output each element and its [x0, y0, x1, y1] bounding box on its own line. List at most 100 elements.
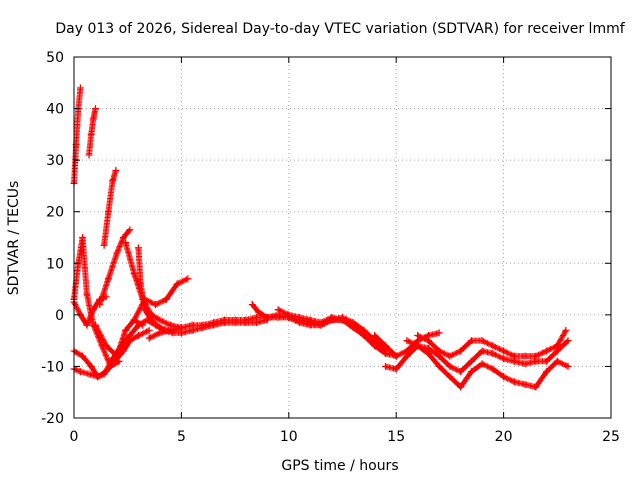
data-point: [424, 337, 432, 345]
data-point: [87, 362, 95, 370]
data-point: [184, 275, 192, 283]
series-track-h: [96, 226, 134, 309]
series-track-i: [91, 316, 147, 360]
data-point: [564, 337, 572, 345]
data-point: [139, 321, 147, 329]
data-point: [435, 347, 443, 355]
data-point: [467, 337, 475, 345]
data-point: [231, 316, 239, 324]
data-point: [317, 319, 325, 327]
data-point: [91, 105, 99, 113]
data-point: [220, 316, 228, 324]
data-point: [371, 331, 379, 339]
data-point: [446, 352, 454, 360]
data-point: [500, 373, 508, 381]
data-point: [392, 352, 400, 360]
data-point: [392, 365, 400, 373]
data-point: [152, 301, 160, 309]
data-point: [96, 301, 104, 309]
data-point: [122, 239, 130, 247]
data-point: [130, 270, 138, 278]
data-point: [521, 360, 529, 368]
data-point: [446, 362, 454, 370]
data-point: [100, 241, 108, 249]
data-point: [100, 370, 108, 378]
data-point: [177, 324, 185, 332]
data-point: [371, 342, 379, 350]
data-point: [553, 342, 561, 350]
series-track-l: [130, 275, 192, 324]
y-tick-label: -10: [41, 359, 64, 375]
data-point: [381, 362, 389, 370]
data-point: [296, 313, 304, 321]
data-point: [145, 334, 153, 342]
data-point: [457, 383, 465, 391]
series-track-d: [100, 166, 120, 249]
data-point: [510, 378, 518, 386]
data-point: [532, 352, 540, 360]
data-point: [104, 208, 112, 216]
series-track-s: [414, 326, 570, 360]
data-point: [119, 234, 127, 241]
data-point: [83, 321, 91, 329]
data-point: [543, 368, 551, 376]
data-point: [173, 280, 181, 288]
data-point: [210, 319, 218, 327]
data-point: [87, 130, 95, 138]
data-point: [328, 313, 336, 321]
y-tick-label: 10: [46, 256, 64, 272]
x-axis-label: GPS time / hours: [281, 458, 398, 474]
data-point: [403, 337, 411, 345]
data-point: [457, 368, 465, 376]
chart-title: Day 013 of 2026, Sidereal Day-to-day VTE…: [55, 21, 625, 37]
data-point: [76, 368, 84, 376]
data-point: [242, 316, 250, 324]
y-tick-label: 30: [46, 153, 64, 169]
data-point: [113, 249, 121, 257]
data-point: [500, 347, 508, 355]
data-point: [467, 368, 475, 376]
series-track-r: [403, 337, 572, 391]
data-point: [126, 226, 134, 234]
y-tick-label: 50: [46, 50, 64, 66]
data-point: [339, 316, 346, 324]
data-point: [478, 360, 486, 368]
data-point: [435, 329, 443, 337]
data-point: [248, 301, 256, 309]
data-point: [500, 355, 508, 363]
data-point: [89, 115, 97, 123]
data-point: [510, 352, 518, 360]
data-point: [76, 84, 84, 92]
x-tick-label: 10: [280, 429, 298, 445]
data-point: [141, 295, 149, 303]
data-point: [263, 313, 271, 321]
tick-layer: 0 5 10 15 20 25 -20 -10 0 10 20 30 40 50: [41, 50, 620, 445]
data-point: [112, 166, 120, 174]
data-point: [147, 316, 155, 324]
y-axis-label: SDTVAR / TECUs: [6, 181, 22, 296]
data-point: [134, 244, 142, 252]
data-point: [156, 316, 164, 324]
data-point: [109, 177, 117, 185]
y-tick-label: 0: [55, 308, 64, 324]
data-point: [199, 321, 207, 329]
data-point: [306, 316, 314, 324]
data-point: [562, 326, 570, 334]
data-point: [156, 329, 164, 337]
y-tick-label: -20: [41, 411, 64, 427]
x-tick-label: 20: [495, 429, 513, 445]
data-point: [188, 321, 196, 329]
data-point: [274, 306, 282, 314]
data-point: [467, 357, 475, 365]
data-point: [403, 352, 411, 360]
data-point: [79, 352, 87, 360]
data-point: [349, 321, 357, 329]
data-point: [255, 308, 263, 316]
data-point: [109, 355, 117, 363]
data-point: [89, 306, 97, 314]
data-layer: [70, 84, 572, 391]
plot-frame: [73, 56, 612, 419]
y-tick-label: 40: [46, 102, 64, 118]
